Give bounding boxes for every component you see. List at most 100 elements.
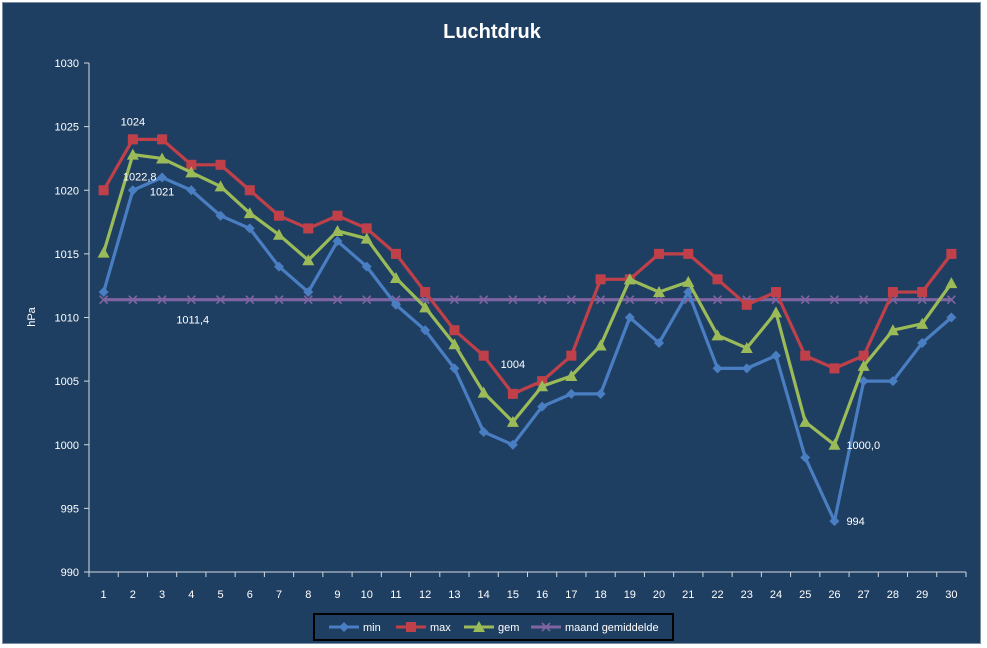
series-gem-point — [945, 277, 958, 289]
y-tick-label: 1005 — [55, 376, 79, 388]
series-max-point — [332, 210, 343, 221]
series-max-point — [595, 274, 606, 285]
series-min-point — [274, 261, 285, 272]
series-maand-gemiddelde-point — [479, 295, 489, 305]
x-tick-label: 10 — [361, 589, 373, 601]
data-label: 1021 — [150, 187, 174, 199]
y-tick-label: 1025 — [55, 122, 79, 134]
series-maand-gemiddelde-point — [449, 295, 459, 305]
series-maand-gemiddelde — [99, 295, 956, 305]
legend-max-label: max — [430, 622, 451, 634]
x-tick-label: 11 — [390, 589, 401, 601]
series-max-point — [858, 350, 869, 361]
x-tick-label: 29 — [916, 589, 928, 601]
series-min-point — [332, 236, 343, 247]
x-tick-label: 16 — [536, 589, 548, 601]
series-maand-gemiddelde-point — [157, 295, 167, 305]
legend-min-point — [339, 622, 349, 632]
series-maand-gemiddelde-point — [245, 295, 255, 305]
y-axis-ticks: 990 995 1000 1005 1010 1015 1020 1025 1030 — [55, 58, 89, 579]
series-gem-point — [886, 324, 899, 336]
legend-box — [313, 613, 674, 641]
series-gem-point — [769, 306, 782, 318]
series-max-point — [917, 287, 928, 298]
series-min — [98, 172, 957, 527]
series-min-point — [127, 185, 138, 196]
series-maand-gemiddelde-point — [625, 295, 635, 305]
x-tick-label: 19 — [624, 589, 636, 601]
legend-min: min — [329, 622, 381, 634]
series-max-point — [683, 248, 694, 259]
x-axis-ticks: 1 2 3 4 5 6 7 8 9 10 11 12 13 14 15 16 17 18 19 20 21 22 23 24 2… — [88, 572, 967, 601]
x-tick-label: 12 — [419, 589, 431, 601]
series-gem-point — [623, 273, 636, 285]
chart-title: Luchtdruk — [443, 21, 542, 43]
series-max-point — [274, 210, 285, 221]
data-label: 1024 — [121, 116, 145, 128]
x-tick-label: 28 — [887, 589, 899, 601]
y-tick-label: 1015 — [55, 249, 79, 261]
series-max-point — [215, 159, 226, 170]
series-gem-point — [273, 228, 286, 240]
legend-gem-label: gem — [498, 622, 519, 634]
x-tick-label: 22 — [711, 589, 723, 601]
series-min-point — [507, 439, 518, 450]
series-min-point — [449, 363, 460, 374]
x-tick-label: 18 — [594, 589, 606, 601]
x-tick-label: 24 — [770, 589, 782, 601]
series-gem-point — [243, 207, 256, 219]
series-maand-gemiddelde-point — [537, 295, 547, 305]
series-max-point — [420, 287, 431, 298]
series-max-point — [303, 223, 314, 234]
series-min-point — [98, 287, 109, 298]
series-gem-point — [389, 272, 402, 284]
series-gem-point — [360, 232, 373, 244]
series-maand-gemiddelde-point — [99, 295, 109, 305]
x-tick-label: 30 — [945, 589, 957, 601]
series-gem-point — [916, 317, 929, 329]
legend: min max gem maand gemiddelde — [313, 613, 674, 641]
series-min-point — [946, 312, 957, 323]
series-min-point — [186, 185, 197, 196]
series-maand-gemiddelde-point — [829, 295, 840, 305]
series-min-point — [595, 388, 606, 399]
legend-max: max — [396, 622, 451, 634]
series-min-point — [917, 337, 928, 348]
series-gem-point — [536, 380, 549, 392]
y-tick-label: 990 — [61, 567, 79, 579]
x-tick-label: 15 — [507, 589, 519, 601]
x-tick-label: 8 — [305, 589, 311, 601]
series-maand-gemiddelde-point — [362, 295, 372, 305]
series-maand-gemiddelde-point — [946, 295, 956, 305]
x-tick-label: 5 — [217, 589, 223, 601]
series-min-point — [829, 516, 840, 527]
series-min-point — [361, 261, 372, 272]
series-max-point — [829, 363, 840, 374]
series-max-point — [98, 185, 109, 196]
series-gem — [97, 148, 958, 450]
x-tick-label: 27 — [858, 589, 870, 601]
series-max-point — [946, 248, 957, 259]
series-max-point — [741, 299, 752, 310]
series-gem-point — [594, 339, 607, 351]
series-maand-gemiddelde-point — [508, 295, 518, 305]
series-max-point — [390, 248, 401, 259]
chart: Luchtdruk hPa 99099510001005101010151020… — [26, 21, 967, 641]
series-gem-point — [565, 370, 578, 382]
series-maand-gemiddelde-point — [800, 295, 810, 305]
series-min-point — [244, 223, 255, 234]
series-max-point — [566, 350, 577, 361]
series-maand-gemiddelde-point — [186, 295, 196, 305]
series-gem-point — [331, 224, 344, 236]
x-tick-label: 3 — [159, 589, 165, 601]
series-min-point — [858, 376, 869, 387]
y-tick-label: 1000 — [55, 440, 79, 452]
legend-max-point — [406, 622, 416, 632]
x-tick-label: 9 — [334, 589, 340, 601]
series-max-point — [800, 350, 811, 361]
data-label: 1004 — [501, 359, 525, 371]
series-gem-point — [653, 286, 666, 298]
series-min-point — [215, 210, 226, 221]
legend-gem-point — [473, 621, 485, 632]
series-gem-point — [156, 152, 169, 164]
